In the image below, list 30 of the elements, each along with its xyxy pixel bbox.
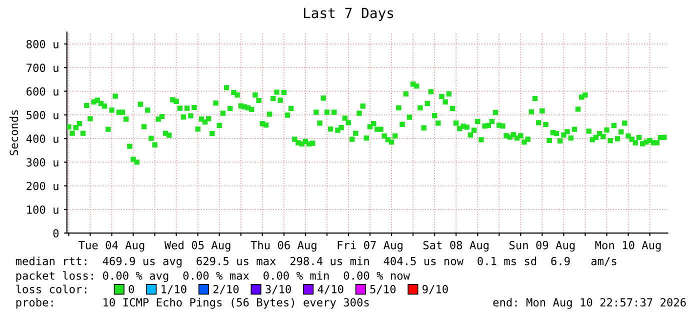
x-tick-label: Sat 08 Aug [423, 240, 489, 252]
legend-label: 1/10 [162, 284, 186, 294]
x-tick-label: Fri 07 Aug [338, 240, 402, 252]
x-tick-label: Mon 10 Aug [595, 240, 661, 252]
y-tick-label: 400 u [26, 134, 58, 143]
legend-label: 9/10 [422, 284, 448, 294]
legend-label: 5/10 [370, 284, 396, 294]
x-tick-label: Sun 09 Aug [509, 240, 575, 252]
text: end: Mon Aug 10 22:57:37 2026 [493, 298, 686, 309]
text: probe: 10 ICMP Echo Pings (56 Bytes) every 300s [16, 298, 369, 309]
legend-label: 2/10 [213, 284, 239, 294]
legend-label: 3/10 [266, 284, 291, 294]
y-tick-label: 200 u [26, 182, 58, 190]
y-tick-label: 100 u [27, 205, 58, 214]
y-tick-label: 600 u [26, 87, 58, 96]
x-tick-label: Thu 06 Aug [250, 240, 316, 252]
legend-title: loss color: [16, 284, 86, 294]
y-axis-title: Seconds [10, 110, 18, 156]
text: packet loss: 0.00 % avg 0.00 % max 0.00 % min 0.00 % now [16, 271, 410, 282]
legend-label: 4/10 [318, 284, 344, 294]
legend-label: 0 [128, 284, 134, 294]
y-tick-label: 500 u [26, 110, 58, 120]
x-tick-label: Tue 04 Aug [78, 240, 144, 252]
y-tick-label: 800 u [26, 40, 58, 48]
text: median rtt: 469.9 us avg 629.5 us max 298.4 us min 404.5 us now 0.1 ms sd 6.9 am/s [16, 256, 616, 268]
y-tick-label: 300 u [26, 158, 58, 167]
x-tick-label: Wed 05 Aug [164, 240, 230, 252]
chart-title: Last 7 Days [304, 8, 394, 21]
y-tick-label: 0 [53, 229, 59, 238]
y-tick-label: 700 u [26, 64, 58, 72]
